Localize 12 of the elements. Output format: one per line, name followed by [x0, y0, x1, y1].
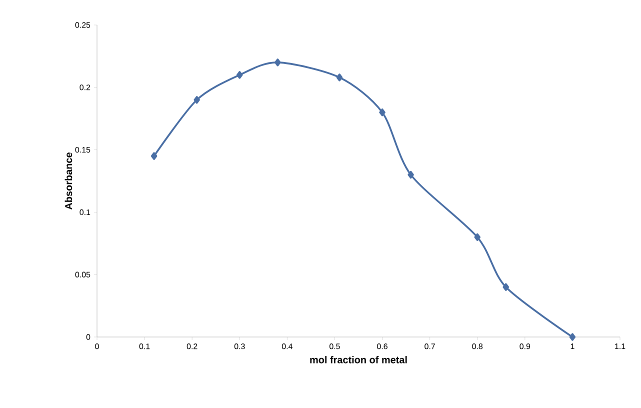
x-axis-title: mol fraction of metal — [310, 356, 407, 364]
point — [236, 71, 243, 79]
point — [474, 233, 481, 242]
point — [502, 283, 510, 291]
point — [150, 152, 158, 160]
point — [379, 108, 386, 116]
point — [336, 74, 343, 82]
y-axis-title: Absorbance — [64, 152, 72, 210]
point — [408, 170, 414, 179]
point — [274, 58, 281, 66]
point — [194, 96, 200, 104]
point — [569, 333, 576, 341]
